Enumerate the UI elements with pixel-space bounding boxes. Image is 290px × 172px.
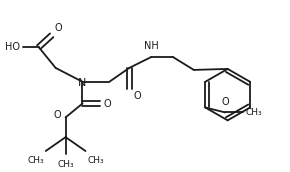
Text: O: O (133, 91, 141, 101)
Text: NH: NH (144, 41, 158, 51)
Text: O: O (221, 96, 229, 106)
Text: CH₃: CH₃ (245, 108, 262, 117)
Text: O: O (54, 110, 61, 120)
Text: O: O (55, 23, 62, 33)
Text: CH₃: CH₃ (57, 160, 74, 169)
Text: CH₃: CH₃ (27, 156, 44, 165)
Text: O: O (103, 99, 111, 109)
Text: N: N (78, 78, 87, 88)
Text: HO: HO (5, 42, 20, 52)
Text: CH₃: CH₃ (88, 156, 104, 165)
